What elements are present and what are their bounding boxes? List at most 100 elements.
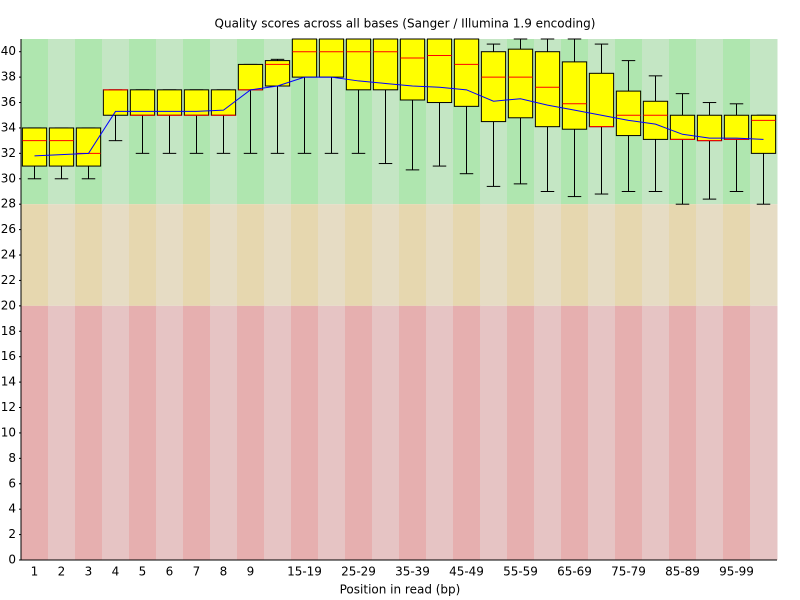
box	[507, 48, 534, 119]
y-tick-label: 2	[8, 527, 16, 541]
quality-zone	[156, 305, 184, 560]
x-tick-label: 5	[139, 565, 147, 579]
x-tick-label: 45-49	[449, 565, 484, 579]
x-tick-label: 65-69	[557, 565, 592, 579]
x-tick-label: 75-79	[611, 565, 646, 579]
quality-zone	[588, 204, 616, 306]
quality-zone	[453, 204, 481, 306]
quality-zone	[210, 305, 238, 560]
box	[723, 114, 750, 140]
quality-zone	[48, 39, 76, 205]
quality-zone	[102, 305, 130, 560]
quality-zone	[210, 204, 238, 306]
quality-zone	[669, 204, 697, 306]
quality-zone	[507, 305, 535, 560]
quality-zone	[372, 204, 400, 306]
box	[750, 114, 777, 154]
quality-zone	[750, 204, 778, 306]
quality-zone	[615, 204, 643, 306]
quality-zone	[102, 204, 130, 306]
quality-zone	[426, 204, 454, 306]
quality-zone	[480, 305, 508, 560]
quality-zone	[129, 305, 157, 560]
quality-zone	[372, 305, 400, 560]
quality-zone	[642, 204, 670, 306]
quality-zone	[264, 204, 292, 306]
quality-zone	[237, 305, 265, 560]
quality-zone	[21, 39, 49, 205]
y-tick-label: 30	[1, 171, 16, 185]
box	[453, 38, 480, 107]
quality-zone	[129, 204, 157, 306]
y-tick-label: 4	[8, 502, 16, 516]
quality-zone	[345, 305, 373, 560]
quality-zone	[561, 204, 589, 306]
quality-zone	[480, 204, 508, 306]
box	[426, 38, 453, 104]
y-tick-label: 26	[1, 222, 16, 236]
y-tick-label: 0	[8, 553, 16, 567]
quality-zone	[48, 305, 76, 560]
quality-zone	[48, 204, 76, 306]
y-tick-label: 14	[1, 375, 16, 389]
quality-zone	[291, 204, 319, 306]
y-tick-label: 8	[8, 451, 16, 465]
mean-line	[34, 76, 764, 157]
x-axis-label: Position in read (bp)	[340, 583, 461, 597]
box	[588, 72, 615, 128]
y-tick-label: 20	[1, 298, 16, 312]
y-tick-label: 24	[1, 248, 16, 262]
quality-zone	[723, 305, 751, 560]
y-tick-label: 16	[1, 349, 16, 363]
box	[399, 38, 426, 101]
y-tick-label: 6	[8, 476, 16, 490]
quality-zone	[75, 305, 103, 560]
quality-zone	[264, 305, 292, 560]
box	[372, 38, 399, 91]
quality-zone	[345, 204, 373, 306]
x-tick-label: 6	[166, 565, 174, 579]
box	[21, 127, 48, 167]
box	[534, 51, 561, 128]
quality-zone	[75, 204, 103, 306]
quality-zone	[588, 305, 616, 560]
x-tick-label: 55-59	[503, 565, 538, 579]
box	[561, 61, 588, 130]
quality-zone	[534, 305, 562, 560]
quality-zone	[237, 204, 265, 306]
quality-zone	[507, 204, 535, 306]
x-tick-label: 1	[31, 565, 39, 579]
x-tick-label: 35-39	[395, 565, 430, 579]
y-tick-label: 40	[1, 44, 16, 58]
y-tick-label: 28	[1, 197, 16, 211]
quality-zone	[669, 305, 697, 560]
y-tick-label: 32	[1, 146, 16, 160]
x-tick-label: 95-99	[719, 565, 754, 579]
box	[75, 127, 102, 167]
box	[237, 63, 264, 91]
quality-zone	[750, 305, 778, 560]
quality-zone	[453, 305, 481, 560]
y-tick-label: 22	[1, 273, 16, 287]
quality-zone	[561, 305, 589, 560]
quality-zone	[156, 204, 184, 306]
x-tick-label: 8	[220, 565, 228, 579]
quality-zone	[318, 204, 346, 306]
quality-zone	[534, 204, 562, 306]
y-tick-label: 12	[1, 400, 16, 414]
box	[210, 89, 237, 116]
x-tick-label: 4	[112, 565, 120, 579]
quality-zone	[723, 204, 751, 306]
quality-zone	[21, 305, 49, 560]
box	[291, 38, 318, 78]
x-tick-label: 25-29	[341, 565, 376, 579]
quality-zone	[399, 305, 427, 560]
x-tick-label: 7	[193, 565, 201, 579]
y-tick-label: 18	[1, 324, 16, 338]
box	[48, 127, 75, 167]
y-tick-label: 34	[1, 120, 16, 134]
quality-zone	[21, 204, 49, 306]
box	[480, 51, 507, 123]
box	[615, 90, 642, 137]
